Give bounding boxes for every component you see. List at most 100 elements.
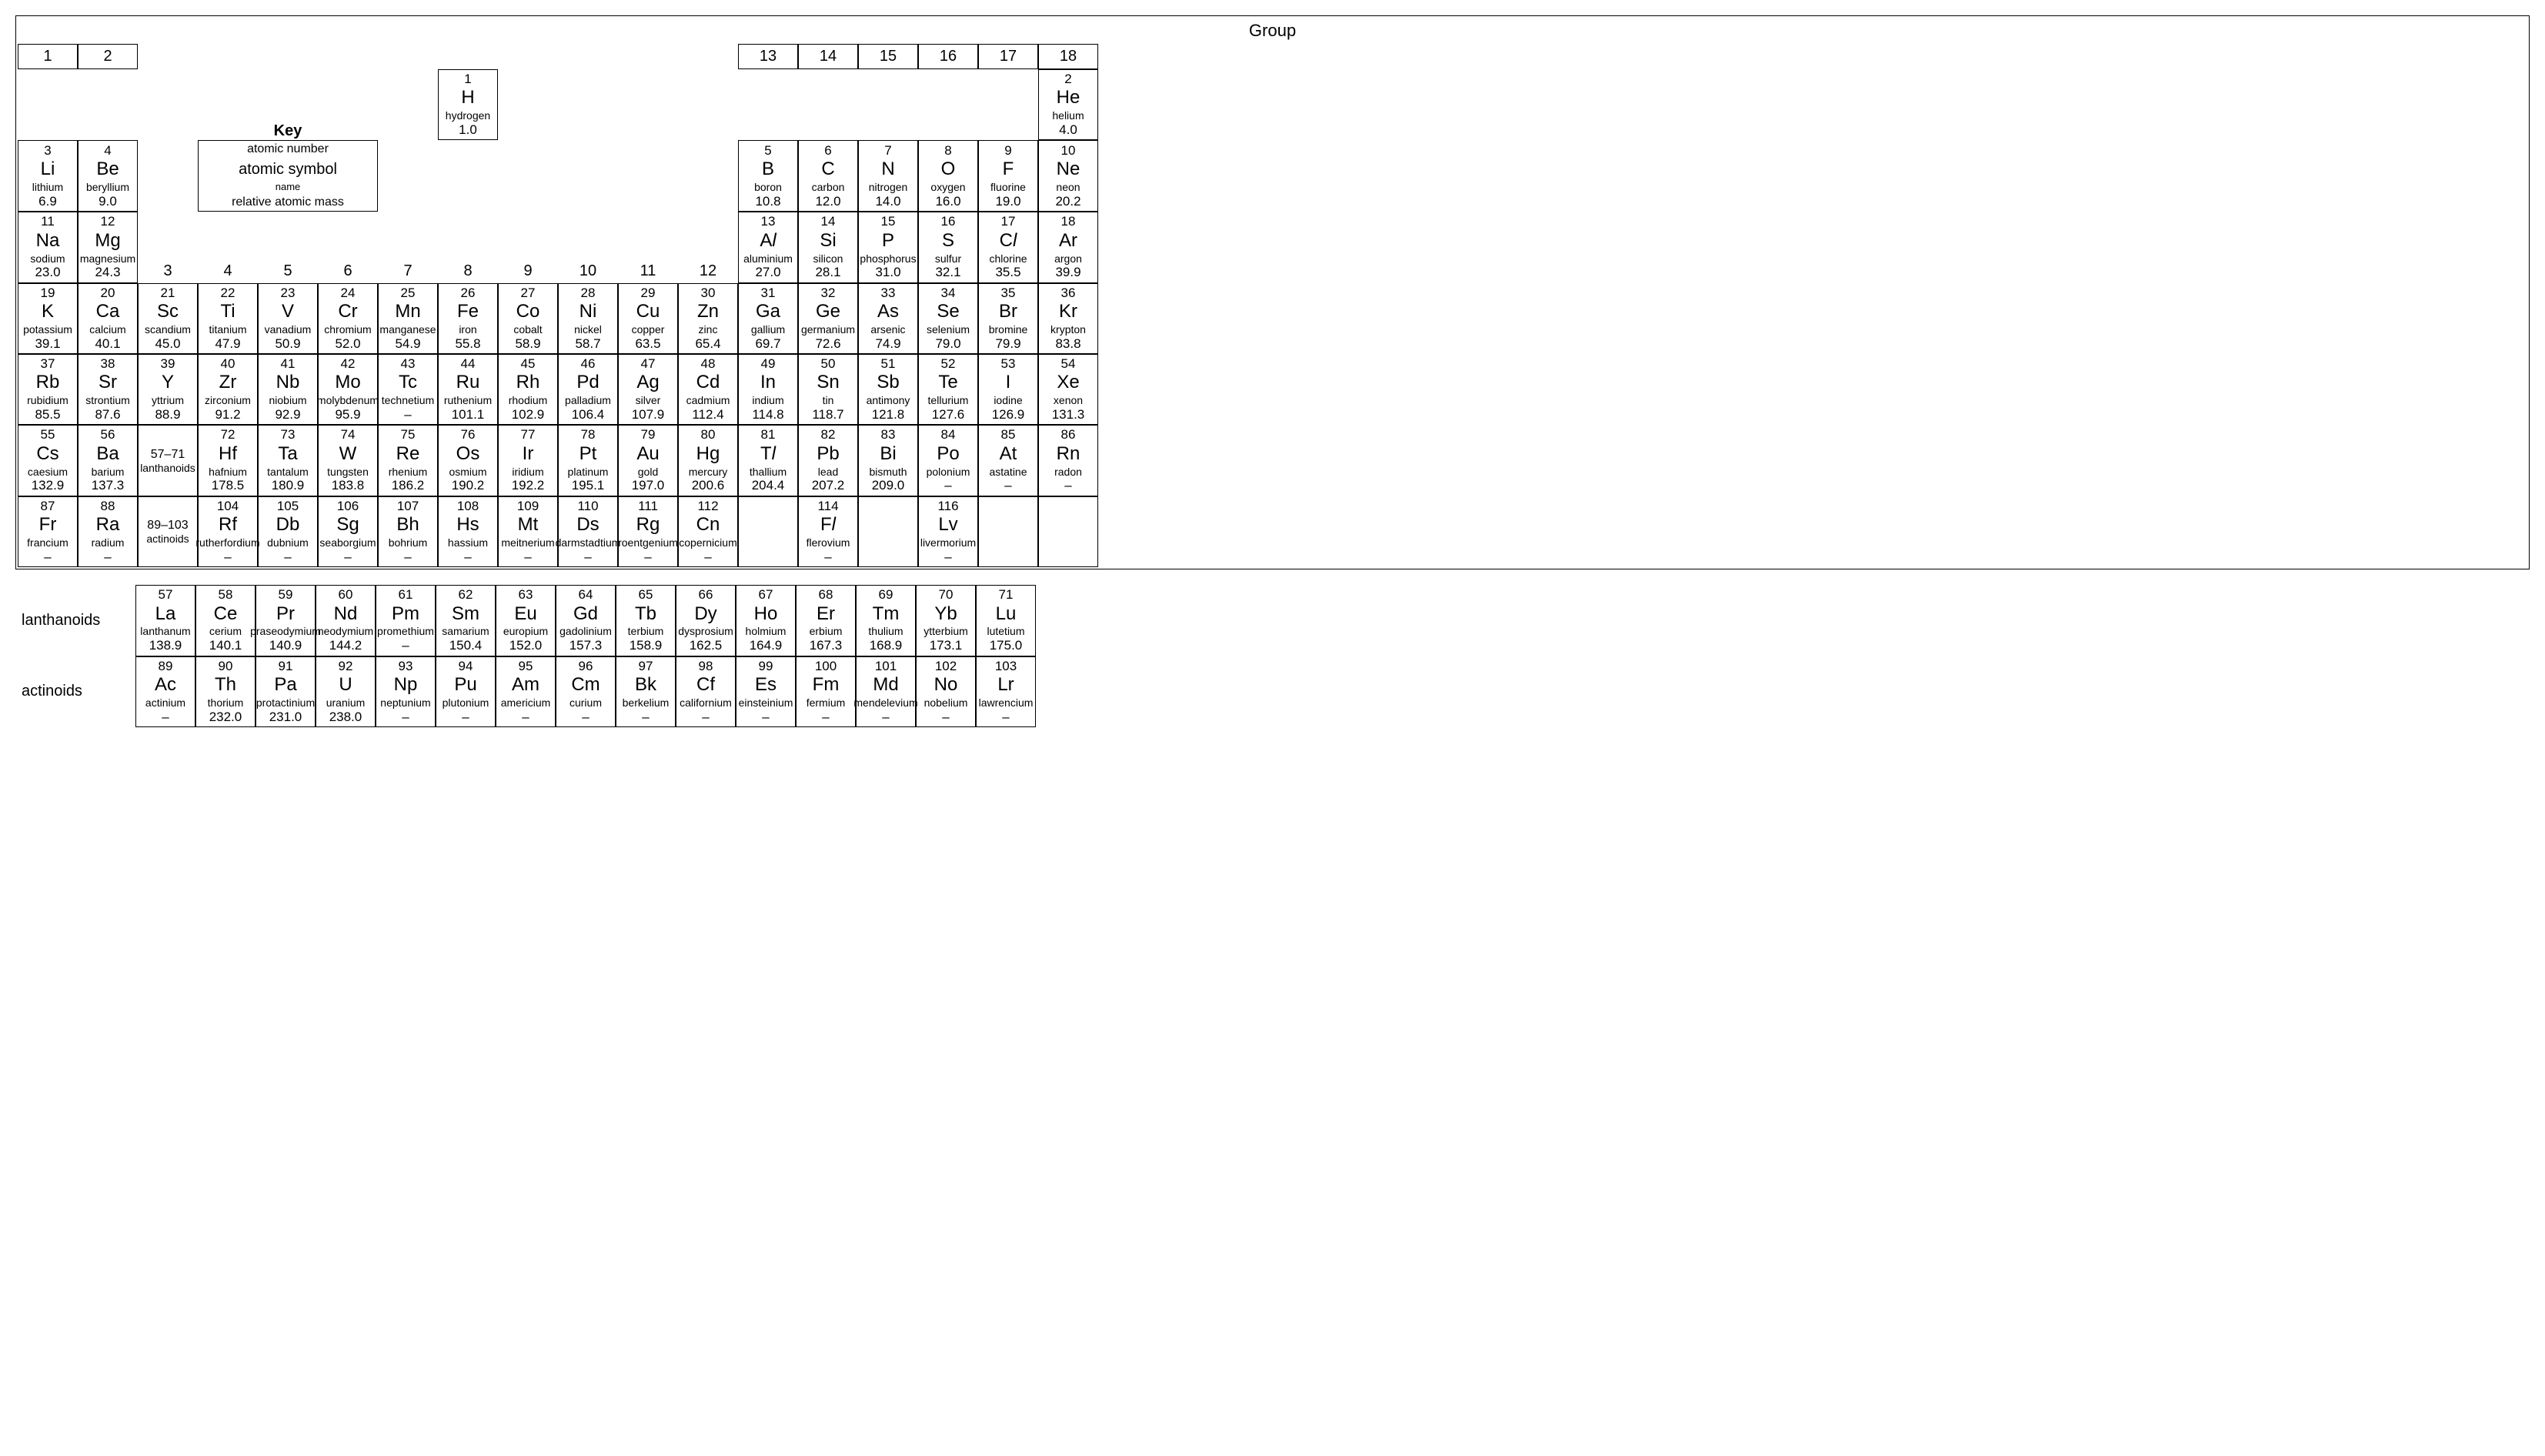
- atomic-symbol: Ce: [214, 603, 238, 626]
- element-cell-br: 35Brbromine79.9: [978, 283, 1038, 354]
- atomic-number: 52: [941, 356, 956, 372]
- element-cell-db: 105Dbdubnium–: [258, 496, 318, 567]
- atomic-number: 23: [281, 286, 296, 301]
- element-name: beryllium: [86, 181, 129, 194]
- element-cell-ru: 44Ruruthenium101.1: [438, 354, 498, 425]
- atomic-mass: 131.3: [1052, 407, 1085, 422]
- atomic-mass: 85.5: [35, 407, 60, 422]
- element-cell-pm: 61Pmpromethium–: [376, 585, 436, 656]
- atomic-number: 41: [281, 356, 296, 372]
- atomic-number: 107: [397, 499, 419, 514]
- element-cell-pd: 46Pdpalladium106.4: [558, 354, 618, 425]
- atomic-number: 94: [459, 659, 473, 674]
- element-cell-lu: 71Lulutetium175.0: [976, 585, 1036, 656]
- atomic-number: 54: [1061, 356, 1076, 372]
- blank: [378, 69, 438, 140]
- empty-cell: [978, 496, 1038, 567]
- atomic-symbol: V: [282, 301, 294, 323]
- atomic-symbol: Am: [512, 674, 539, 696]
- atomic-symbol: Lv: [938, 514, 957, 536]
- atomic-number: 76: [461, 427, 476, 442]
- atomic-number: 22: [221, 286, 235, 301]
- element-name: indium: [752, 394, 783, 407]
- atomic-symbol: Eu: [514, 603, 536, 626]
- atomic-number: 36: [1061, 286, 1076, 301]
- element-name: helium: [1052, 109, 1084, 122]
- atomic-number: 99: [759, 659, 773, 674]
- blank: [18, 69, 78, 140]
- element-cell-hf: 72Hfhafnium178.5: [198, 425, 258, 496]
- atomic-symbol: Co: [516, 301, 540, 323]
- element-name: sulfur: [935, 252, 961, 265]
- element-cell-cr: 24Crchromium52.0: [318, 283, 378, 354]
- atomic-number: 103: [995, 659, 1017, 674]
- atomic-mass: 45.0: [155, 336, 180, 352]
- element-cell-sr: 38Srstrontium87.6: [78, 354, 138, 425]
- atomic-symbol: B: [762, 159, 774, 181]
- blank: [798, 69, 858, 140]
- element-cell-c: 6Ccarbon12.0: [798, 140, 858, 212]
- element-cell-ho: 67Hoholmium164.9: [736, 585, 796, 656]
- element-name: mercury: [689, 466, 728, 479]
- element-cell-bi: 83Bibismuth209.0: [858, 425, 918, 496]
- element-cell-b: 5Bboron10.8: [738, 140, 798, 212]
- element-name: germanium: [801, 323, 855, 336]
- atomic-mass: 27.0: [755, 265, 780, 280]
- atomic-symbol: O: [941, 159, 956, 181]
- atomic-mass: 79.9: [995, 336, 1020, 352]
- atomic-symbol: C: [821, 159, 834, 181]
- atomic-mass: 152.0: [509, 638, 543, 653]
- group-header-middle: [138, 44, 738, 69]
- atomic-mass: 173.1: [930, 638, 963, 653]
- atomic-symbol: Ga: [756, 301, 780, 323]
- atomic-number: 15: [881, 214, 896, 229]
- element-cell-al: 13Alaluminium27.0: [738, 212, 798, 282]
- element-name: antimony: [867, 394, 910, 407]
- atomic-number: 5: [764, 143, 771, 159]
- blank: [738, 69, 798, 140]
- group-header-2: 2: [78, 44, 138, 69]
- atomic-number: 44: [461, 356, 476, 372]
- element-cell-mt: 109Mtmeitnerium–: [498, 496, 558, 567]
- atomic-mass: –: [402, 710, 409, 725]
- atomic-mass: 58.7: [575, 336, 600, 352]
- element-name: caesium: [28, 466, 68, 479]
- atomic-symbol: F: [1003, 159, 1014, 181]
- atomic-symbol: Sm: [452, 603, 479, 626]
- atomic-number: 47: [641, 356, 656, 372]
- atomic-symbol: Ba: [96, 443, 119, 466]
- atomic-symbol: U: [339, 674, 352, 696]
- atomic-number: 91: [279, 659, 293, 674]
- main-element-grid: Key1Hhydrogen1.02Hehelium4.03Lilithium6.…: [18, 69, 2527, 567]
- atomic-mass: –: [402, 638, 409, 653]
- actinoids-range-cell: 89–103actinoids: [138, 496, 198, 567]
- atomic-number: 105: [277, 499, 299, 514]
- element-cell-fr: 87Frfrancium–: [18, 496, 78, 567]
- atomic-mass: 164.9: [750, 638, 783, 653]
- element-cell-yb: 70Ybytterbium173.1: [916, 585, 976, 656]
- atomic-symbol: S: [942, 230, 954, 252]
- element-name: rubidium: [27, 394, 68, 407]
- atomic-mass: 138.9: [149, 638, 182, 653]
- element-name: lawrencium: [979, 696, 1034, 710]
- atomic-mass: 137.3: [92, 478, 125, 493]
- atomic-symbol: Li: [41, 159, 55, 181]
- element-name: carbon: [812, 181, 845, 194]
- subgroup-header-7: 7: [378, 212, 438, 282]
- element-cell-ba: 56Babarium137.3: [78, 425, 138, 496]
- element-name: gallium: [751, 323, 785, 336]
- element-cell-th: 90Ththorium232.0: [195, 656, 256, 727]
- element-cell-tc: 43Tctechnetium–: [378, 354, 438, 425]
- atomic-mass: 190.2: [452, 478, 485, 493]
- atomic-mass: 132.9: [32, 478, 65, 493]
- element-cell-li: 3Lilithium6.9: [18, 140, 78, 212]
- atomic-mass: 58.9: [515, 336, 540, 352]
- atomic-mass: 55.8: [455, 336, 480, 352]
- atomic-number: 1: [464, 72, 471, 87]
- atomic-symbol: Db: [276, 514, 300, 536]
- atomic-symbol: N: [881, 159, 894, 181]
- atomic-symbol: K: [42, 301, 54, 323]
- atomic-number: 111: [638, 499, 658, 514]
- atomic-mass: –: [284, 549, 291, 565]
- atomic-number: 38: [101, 356, 115, 372]
